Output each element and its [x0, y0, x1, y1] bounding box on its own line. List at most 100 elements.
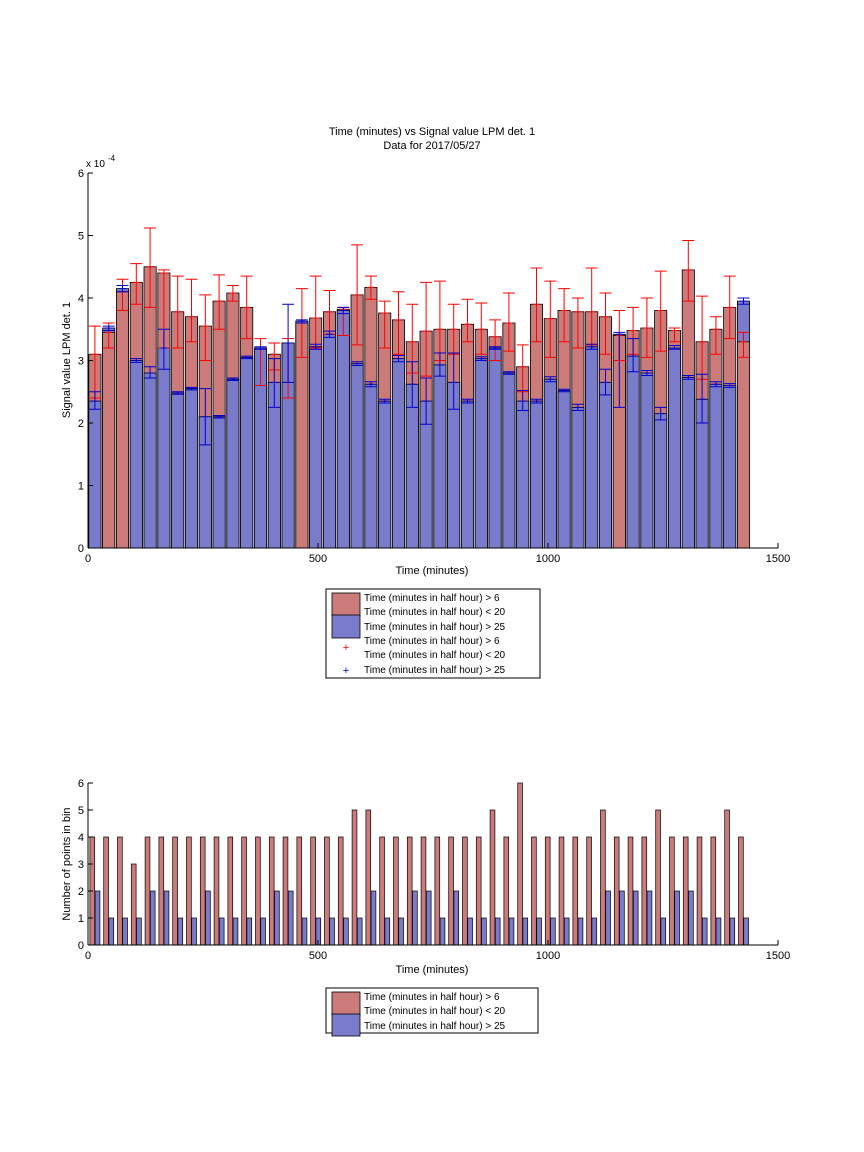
count-bar-red — [696, 836, 703, 946]
signal-bar-blue — [585, 346, 599, 549]
signal-y-tick-label: 0 — [78, 543, 84, 555]
legend-red-swatch — [331, 991, 361, 1016]
count-bar-blue — [136, 917, 142, 946]
signal-y-tick-label: 2 — [78, 418, 84, 430]
count-bar-red — [241, 836, 247, 946]
legend-blue-swatch — [331, 614, 361, 639]
count-x-tick-label: 1500 — [766, 950, 790, 962]
count-bar-blue — [481, 917, 487, 946]
count-bar-blue — [287, 890, 294, 946]
signal-bar-blue — [654, 413, 668, 549]
signal-bar-blue — [129, 360, 143, 549]
count-bar-red — [434, 836, 441, 946]
signal-bar-blue — [309, 346, 323, 549]
count-bar-red — [337, 836, 344, 946]
count-bar-red — [172, 836, 178, 946]
legend-entry: Time (minutes in half hour) > 6 — [364, 992, 500, 1003]
count-y-tick-label: 1 — [78, 913, 84, 925]
signal-bar-blue — [460, 400, 474, 549]
legend-entry: Time (minutes in half hour) < 20 — [364, 1006, 506, 1017]
count-x-tick-label: 0 — [85, 950, 91, 962]
signal-y-tick-label: 1 — [78, 481, 84, 493]
count-axes: 0 500 1000 1500 0 1 2 3 4 5 6 — [78, 778, 790, 962]
signal-bar-blue — [557, 390, 571, 549]
count-bar-red — [324, 836, 330, 946]
count-bar-red — [186, 836, 192, 946]
count-bar-blue — [743, 917, 749, 946]
count-y-axis-label: Number of points in bin — [61, 807, 73, 920]
signal-y-tick-label: 4 — [78, 293, 84, 305]
count-bar-blue — [246, 917, 253, 946]
signal-bar-blue — [433, 364, 447, 549]
count-bar-red — [669, 836, 675, 946]
signal-y-exponent: -4 — [108, 154, 116, 163]
signal-x-tick-label: 500 — [309, 553, 327, 565]
count-bar-red — [503, 836, 510, 946]
signal-bars — [88, 266, 751, 549]
signal-bar-blue — [502, 372, 516, 549]
signal-bar-blue — [322, 333, 336, 549]
count-bar-red — [627, 836, 634, 946]
count-bar-red — [517, 782, 523, 946]
legend-red-plus: + — [343, 642, 349, 654]
signal-y-tick-label: 5 — [78, 231, 84, 243]
count-bar-blue — [343, 917, 349, 946]
count-y-tick-label: 6 — [78, 778, 84, 790]
count-bar-red — [489, 809, 496, 946]
signal-y-tick-label: 3 — [78, 356, 84, 368]
count-bar-red — [310, 836, 316, 946]
signal-bar-blue — [378, 400, 392, 549]
count-x-axis-label: Time (minutes) — [396, 964, 469, 976]
count-bar-blue — [522, 917, 529, 946]
signal-bar-blue — [723, 385, 737, 549]
count-bar-blue — [467, 917, 473, 946]
signal-bar-blue — [571, 406, 585, 549]
chart-subtitle: Data for 2017/05/27 — [383, 140, 480, 152]
signal-y-axis-label: Signal value LPM det. 1 — [61, 302, 73, 418]
count-bar-blue — [563, 917, 570, 946]
count-bar-blue — [301, 917, 308, 946]
count-bar-red — [282, 836, 289, 946]
legend-entry: Time (minutes in half hour) < 20 — [364, 650, 506, 661]
count-bar-red — [379, 836, 385, 946]
count-bar-red — [103, 836, 109, 946]
count-bar-blue — [329, 917, 335, 946]
count-bar-blue — [605, 890, 611, 946]
signal-bar-blue — [157, 347, 171, 549]
legend-entry: Time (minutes in half hour) > 25 — [364, 665, 506, 676]
count-bar-red — [682, 836, 689, 946]
count-bar-red — [475, 836, 482, 946]
signal-error-bars — [88, 227, 750, 446]
count-bar-red — [199, 836, 206, 946]
count-bar-blue — [688, 890, 694, 946]
signal-bar-blue — [171, 392, 185, 549]
signal-x-tick-label: 0 — [85, 553, 91, 565]
count-bar-blue — [729, 917, 736, 946]
legend-entry: Time (minutes in half hour) > 25 — [364, 622, 506, 633]
signal-bar-blue — [530, 400, 544, 549]
count-bar-blue — [453, 890, 460, 946]
count-bar-blue — [398, 917, 404, 946]
legend-blue-plus: + — [343, 665, 349, 677]
signal-bar-blue — [709, 383, 723, 549]
signal-bar-blue — [350, 363, 364, 549]
signal-bar-blue — [240, 356, 254, 549]
count-bar-blue — [108, 917, 115, 946]
count-bar-blue — [439, 917, 446, 946]
signal-bar-blue — [599, 381, 613, 549]
count-bar-blue — [191, 917, 197, 946]
count-bar-blue — [149, 890, 156, 946]
legend-red-swatch — [331, 592, 361, 617]
count-bar-blue — [163, 890, 170, 946]
count-bar-blue — [632, 890, 639, 946]
count-y-tick-label: 4 — [78, 832, 84, 844]
count-bar-blue — [260, 917, 266, 946]
count-bar-red — [641, 836, 648, 946]
count-bar-red — [558, 836, 565, 946]
legend-entry: Time (minutes in half hour) > 6 — [364, 593, 500, 604]
signal-bar-blue — [626, 355, 640, 549]
signal-bar-blue — [212, 416, 226, 549]
signal-x-tick-label: 1000 — [536, 553, 560, 565]
legend-blue-swatch — [331, 1013, 361, 1037]
count-bar-red — [393, 836, 399, 946]
